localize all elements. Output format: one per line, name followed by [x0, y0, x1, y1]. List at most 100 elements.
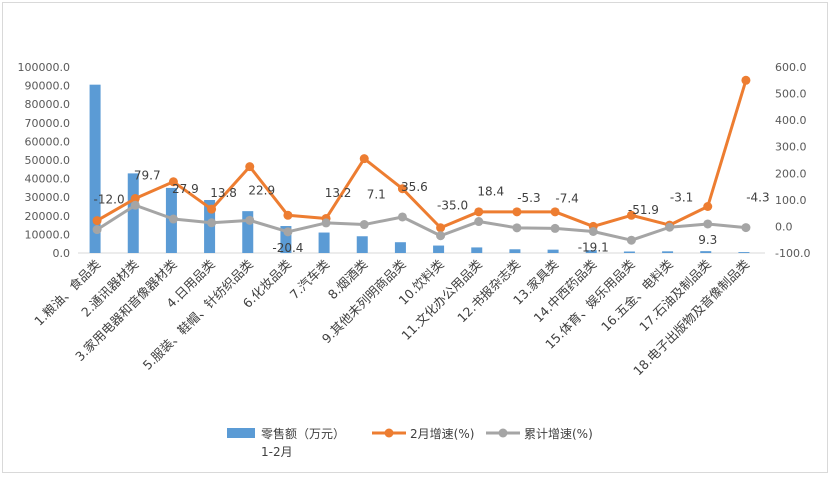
- left-tick-label: 90000.0: [25, 80, 71, 93]
- data-label: -3.1: [670, 190, 693, 204]
- series-point: [92, 216, 102, 226]
- left-tick-label: 70000.0: [25, 117, 71, 130]
- series-line: [96, 79, 748, 230]
- legend-label-orange: 2月增速(%): [410, 427, 474, 441]
- bar: [242, 211, 254, 253]
- monthly-growth-series: [92, 75, 751, 233]
- bar: [394, 242, 406, 253]
- series-point: [741, 223, 751, 233]
- data-label: 18.4: [477, 185, 504, 199]
- data-label: 27.9: [172, 182, 199, 196]
- left-axis: 0.0 10000.0 20000.0 30000.0 40000.0 50000.0 60…: [18, 61, 71, 260]
- series-point: [397, 212, 407, 222]
- series-point: [703, 202, 713, 211]
- data-label: -5.3: [517, 191, 540, 205]
- bar: [662, 251, 674, 253]
- left-tick-label: 0.0: [53, 247, 71, 260]
- right-tick-label: 300.0: [775, 141, 807, 154]
- legend: 零售额（万元） 1-2月 2月增速(%) 累计增速(%): [227, 426, 593, 459]
- series-point: [550, 223, 560, 233]
- bar: [89, 84, 101, 253]
- series-point: [283, 227, 293, 237]
- bar: [509, 249, 521, 253]
- bar: [318, 232, 330, 253]
- series-point: [245, 162, 255, 172]
- right-tick-label: 200.0: [775, 167, 807, 180]
- bar: [585, 250, 597, 253]
- bar: [356, 236, 368, 253]
- legend-swatch-bar: [227, 428, 255, 438]
- series-point: [245, 215, 255, 225]
- cumulative-growth-series: [92, 200, 751, 245]
- right-tick-label: 500.0: [775, 88, 807, 101]
- right-tick-label: 0.0: [775, 220, 793, 233]
- series-point: [741, 75, 751, 85]
- series-point: [665, 222, 675, 232]
- data-label: 79.7: [134, 168, 161, 182]
- series-point: [588, 227, 598, 237]
- bar: [280, 226, 292, 253]
- data-label: -35.0: [437, 199, 468, 213]
- legend-marker-gray: [498, 428, 508, 438]
- left-tick-label: 60000.0: [25, 135, 71, 148]
- data-label: -4.3: [746, 191, 769, 205]
- right-axis: -100.0 0.0 100.0 200.0 300.0 400.0 500.0 600.0: [775, 61, 810, 260]
- series-point: [703, 219, 713, 229]
- data-label: -20.4: [272, 241, 303, 255]
- data-label: -7.4: [555, 191, 578, 205]
- data-label: 22.9: [248, 183, 275, 197]
- left-tick-label: 80000.0: [25, 98, 71, 111]
- series-point: [436, 231, 446, 241]
- series-point: [92, 225, 102, 235]
- bar: [547, 249, 559, 253]
- data-label: -19.1: [578, 241, 609, 255]
- left-tick-label: 20000.0: [25, 210, 71, 223]
- right-tick-label: -100.0: [775, 247, 810, 260]
- series-point: [397, 184, 407, 194]
- series-point: [130, 200, 140, 210]
- series-point: [512, 207, 522, 217]
- data-label: 13.8: [210, 186, 237, 200]
- series-point: [283, 210, 293, 220]
- category-labels: 1.粮油、食品类2.通讯器材类3.家用电器和音像器材类4.日用品类5.服装、鞋帽…: [31, 256, 752, 378]
- series-point: [168, 177, 178, 187]
- data-label: 13.2: [325, 186, 352, 200]
- data-label: 7.1: [367, 188, 386, 202]
- data-labels: -12.0 79.7 27.9 13.8 22.9 -20.4 13.2 7.1 35.6 -35…: [94, 168, 770, 255]
- right-tick-label: 400.0: [775, 114, 807, 127]
- series-point: [130, 194, 140, 204]
- right-tick-label: 600.0: [775, 61, 807, 74]
- bar: [700, 251, 712, 253]
- legend-label-gray: 累计增速(%): [524, 427, 593, 441]
- right-tick-label: 100.0: [775, 194, 807, 207]
- data-label: 35.6: [401, 180, 428, 194]
- bar-series: [89, 84, 750, 253]
- legend-marker-orange: [384, 428, 394, 438]
- data-label: 9.3: [698, 233, 717, 247]
- legend-label-bar-2: 1-2月: [261, 445, 293, 459]
- series-point: [512, 223, 522, 233]
- bar: [433, 245, 445, 253]
- series-line: [96, 203, 747, 242]
- series-point: [474, 207, 484, 217]
- left-tick-label: 30000.0: [25, 191, 71, 204]
- left-tick-label: 40000.0: [25, 173, 71, 186]
- series-point: [207, 204, 217, 214]
- left-tick-label: 100000.0: [18, 61, 71, 74]
- category-label: 7.汽车类: [287, 256, 333, 302]
- left-tick-label: 50000.0: [25, 154, 71, 167]
- legend-label-bar-1: 零售额（万元）: [261, 426, 345, 441]
- series-point: [626, 235, 636, 245]
- bar: [623, 251, 635, 253]
- series-point: [359, 154, 369, 164]
- series-point: [626, 210, 636, 220]
- bar: [127, 173, 139, 253]
- series-point: [321, 218, 331, 228]
- series-point: [207, 218, 217, 228]
- series-point: [168, 214, 178, 224]
- series-point: [359, 220, 369, 230]
- category-label: 1.粮油、食品类: [31, 256, 103, 328]
- bar: [738, 252, 750, 253]
